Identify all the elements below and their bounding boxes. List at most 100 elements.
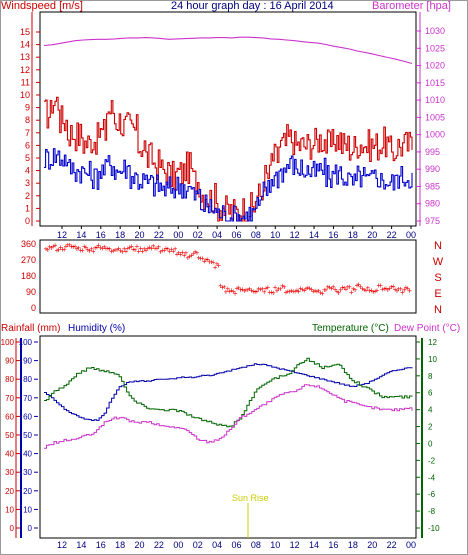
direction-point: +: [307, 284, 312, 293]
direction-point: +: [267, 288, 272, 297]
windspeed-tick-label: 14: [20, 40, 30, 50]
direction-point: +: [182, 251, 187, 260]
temperature-tick-label: 12: [428, 338, 437, 347]
direction-point: +: [164, 244, 169, 253]
direction-point: +: [211, 258, 216, 267]
direction-point: +: [262, 287, 267, 296]
direction-point: +: [271, 289, 276, 298]
windspeed-tick-label: 1: [25, 203, 30, 213]
windspeed-axis-title: Windspeed [m/s]: [1, 0, 83, 12]
direction-point: +: [113, 246, 118, 255]
windspeed-tick-label: 12: [20, 65, 30, 75]
direction-point: +: [287, 287, 292, 296]
direction-point: +: [400, 288, 405, 297]
windspeed-tick-label: 11: [21, 77, 30, 87]
direction-point: +: [391, 282, 396, 291]
direction-point: +: [393, 285, 398, 294]
humidity-line: [44, 363, 413, 421]
direction-point: +: [349, 288, 354, 297]
direction-point: +: [189, 251, 194, 260]
direction-point: +: [120, 247, 125, 256]
windspeed-tick-label: 8: [25, 115, 30, 125]
direction-point: +: [73, 242, 78, 251]
direction-point: +: [195, 249, 200, 258]
time-tick-label: 16: [96, 540, 106, 550]
direction-point: +: [75, 244, 80, 253]
direction-point: +: [47, 242, 52, 251]
direction-tick-label: 180: [21, 271, 36, 281]
direction-point: +: [153, 244, 158, 253]
time-tick-label: 14: [76, 540, 86, 550]
direction-point: +: [91, 247, 96, 256]
direction-point: +: [240, 285, 245, 294]
direction-point: +: [295, 286, 300, 295]
direction-point: +: [191, 250, 196, 259]
compass-label: S: [434, 272, 441, 284]
direction-point: +: [364, 286, 369, 295]
barometer-tick-label: 1000: [425, 130, 445, 140]
direction-point: +: [65, 240, 70, 249]
direction-point: +: [276, 285, 281, 294]
direction-point: +: [215, 260, 220, 269]
direction-point: +: [278, 284, 283, 293]
direction-point: +: [222, 282, 227, 291]
direction-point: +: [104, 244, 109, 253]
direction-point: +: [122, 244, 127, 253]
direction-point: +: [340, 283, 345, 292]
direction-point: +: [200, 254, 205, 263]
direction-point: +: [227, 287, 232, 296]
direction-point: +: [305, 283, 310, 292]
direction-point: +: [105, 244, 110, 253]
direction-point: +: [324, 285, 329, 294]
temperature-tick-label: -2: [428, 456, 436, 465]
windspeed-tick-label: 6: [25, 140, 30, 150]
time-tick-label: 00: [173, 540, 183, 550]
direction-point: +: [202, 257, 207, 266]
direction-point: +: [149, 244, 154, 253]
humidity-tick-label: 40: [23, 450, 32, 459]
direction-point: +: [165, 244, 170, 253]
barometer-tick-label: 1030: [425, 26, 445, 36]
direction-point: +: [129, 242, 134, 251]
direction-point: +: [384, 284, 389, 293]
temperature-tick-label: 8: [428, 372, 433, 381]
temperature-tick-label: 4: [428, 406, 433, 415]
direction-point: +: [131, 245, 136, 254]
barometer-tick-label: 1015: [425, 78, 445, 88]
windspeed-tick-label: 2: [25, 191, 30, 201]
direction-point: +: [185, 254, 190, 263]
direction-point: +: [355, 281, 360, 290]
time-tick-label: 08: [251, 230, 261, 240]
chart-title: 24 hour graph day : 16 April 2014: [171, 0, 334, 12]
windspeed-tick-label: 4: [25, 166, 30, 176]
direction-point: +: [244, 286, 249, 295]
barometer-tick-label: 980: [425, 199, 440, 209]
direction-point: +: [404, 283, 409, 292]
time-tick-label: 02: [193, 230, 203, 240]
dewpoint-legend: Dew Point (°C): [394, 323, 460, 334]
direction-point: +: [198, 254, 203, 263]
windspeed-tick-label: 9: [25, 103, 30, 113]
temperature-tick-label: 2: [428, 423, 433, 432]
temperature-tick-label: 10: [428, 355, 437, 364]
time-tick-label: 14: [309, 540, 319, 550]
direction-point: +: [300, 285, 305, 294]
direction-tick-label: 90: [26, 287, 36, 297]
direction-point: +: [331, 283, 336, 292]
barometer-tick-label: 1020: [425, 61, 445, 71]
direction-point: +: [229, 286, 234, 295]
direction-point: +: [255, 287, 260, 296]
time-tick-label: 12: [57, 230, 67, 240]
direction-point: +: [365, 284, 370, 293]
direction-point: +: [93, 243, 98, 252]
temperature-tick-label: -4: [428, 473, 436, 482]
direction-point: +: [282, 282, 287, 291]
dewpoint-line: [44, 384, 413, 449]
direction-point: +: [320, 289, 325, 298]
direction-point: +: [329, 284, 334, 293]
wind-average-line: [44, 148, 413, 222]
direction-point: +: [44, 244, 49, 253]
direction-point: +: [125, 244, 130, 253]
direction-point: +: [213, 263, 218, 272]
